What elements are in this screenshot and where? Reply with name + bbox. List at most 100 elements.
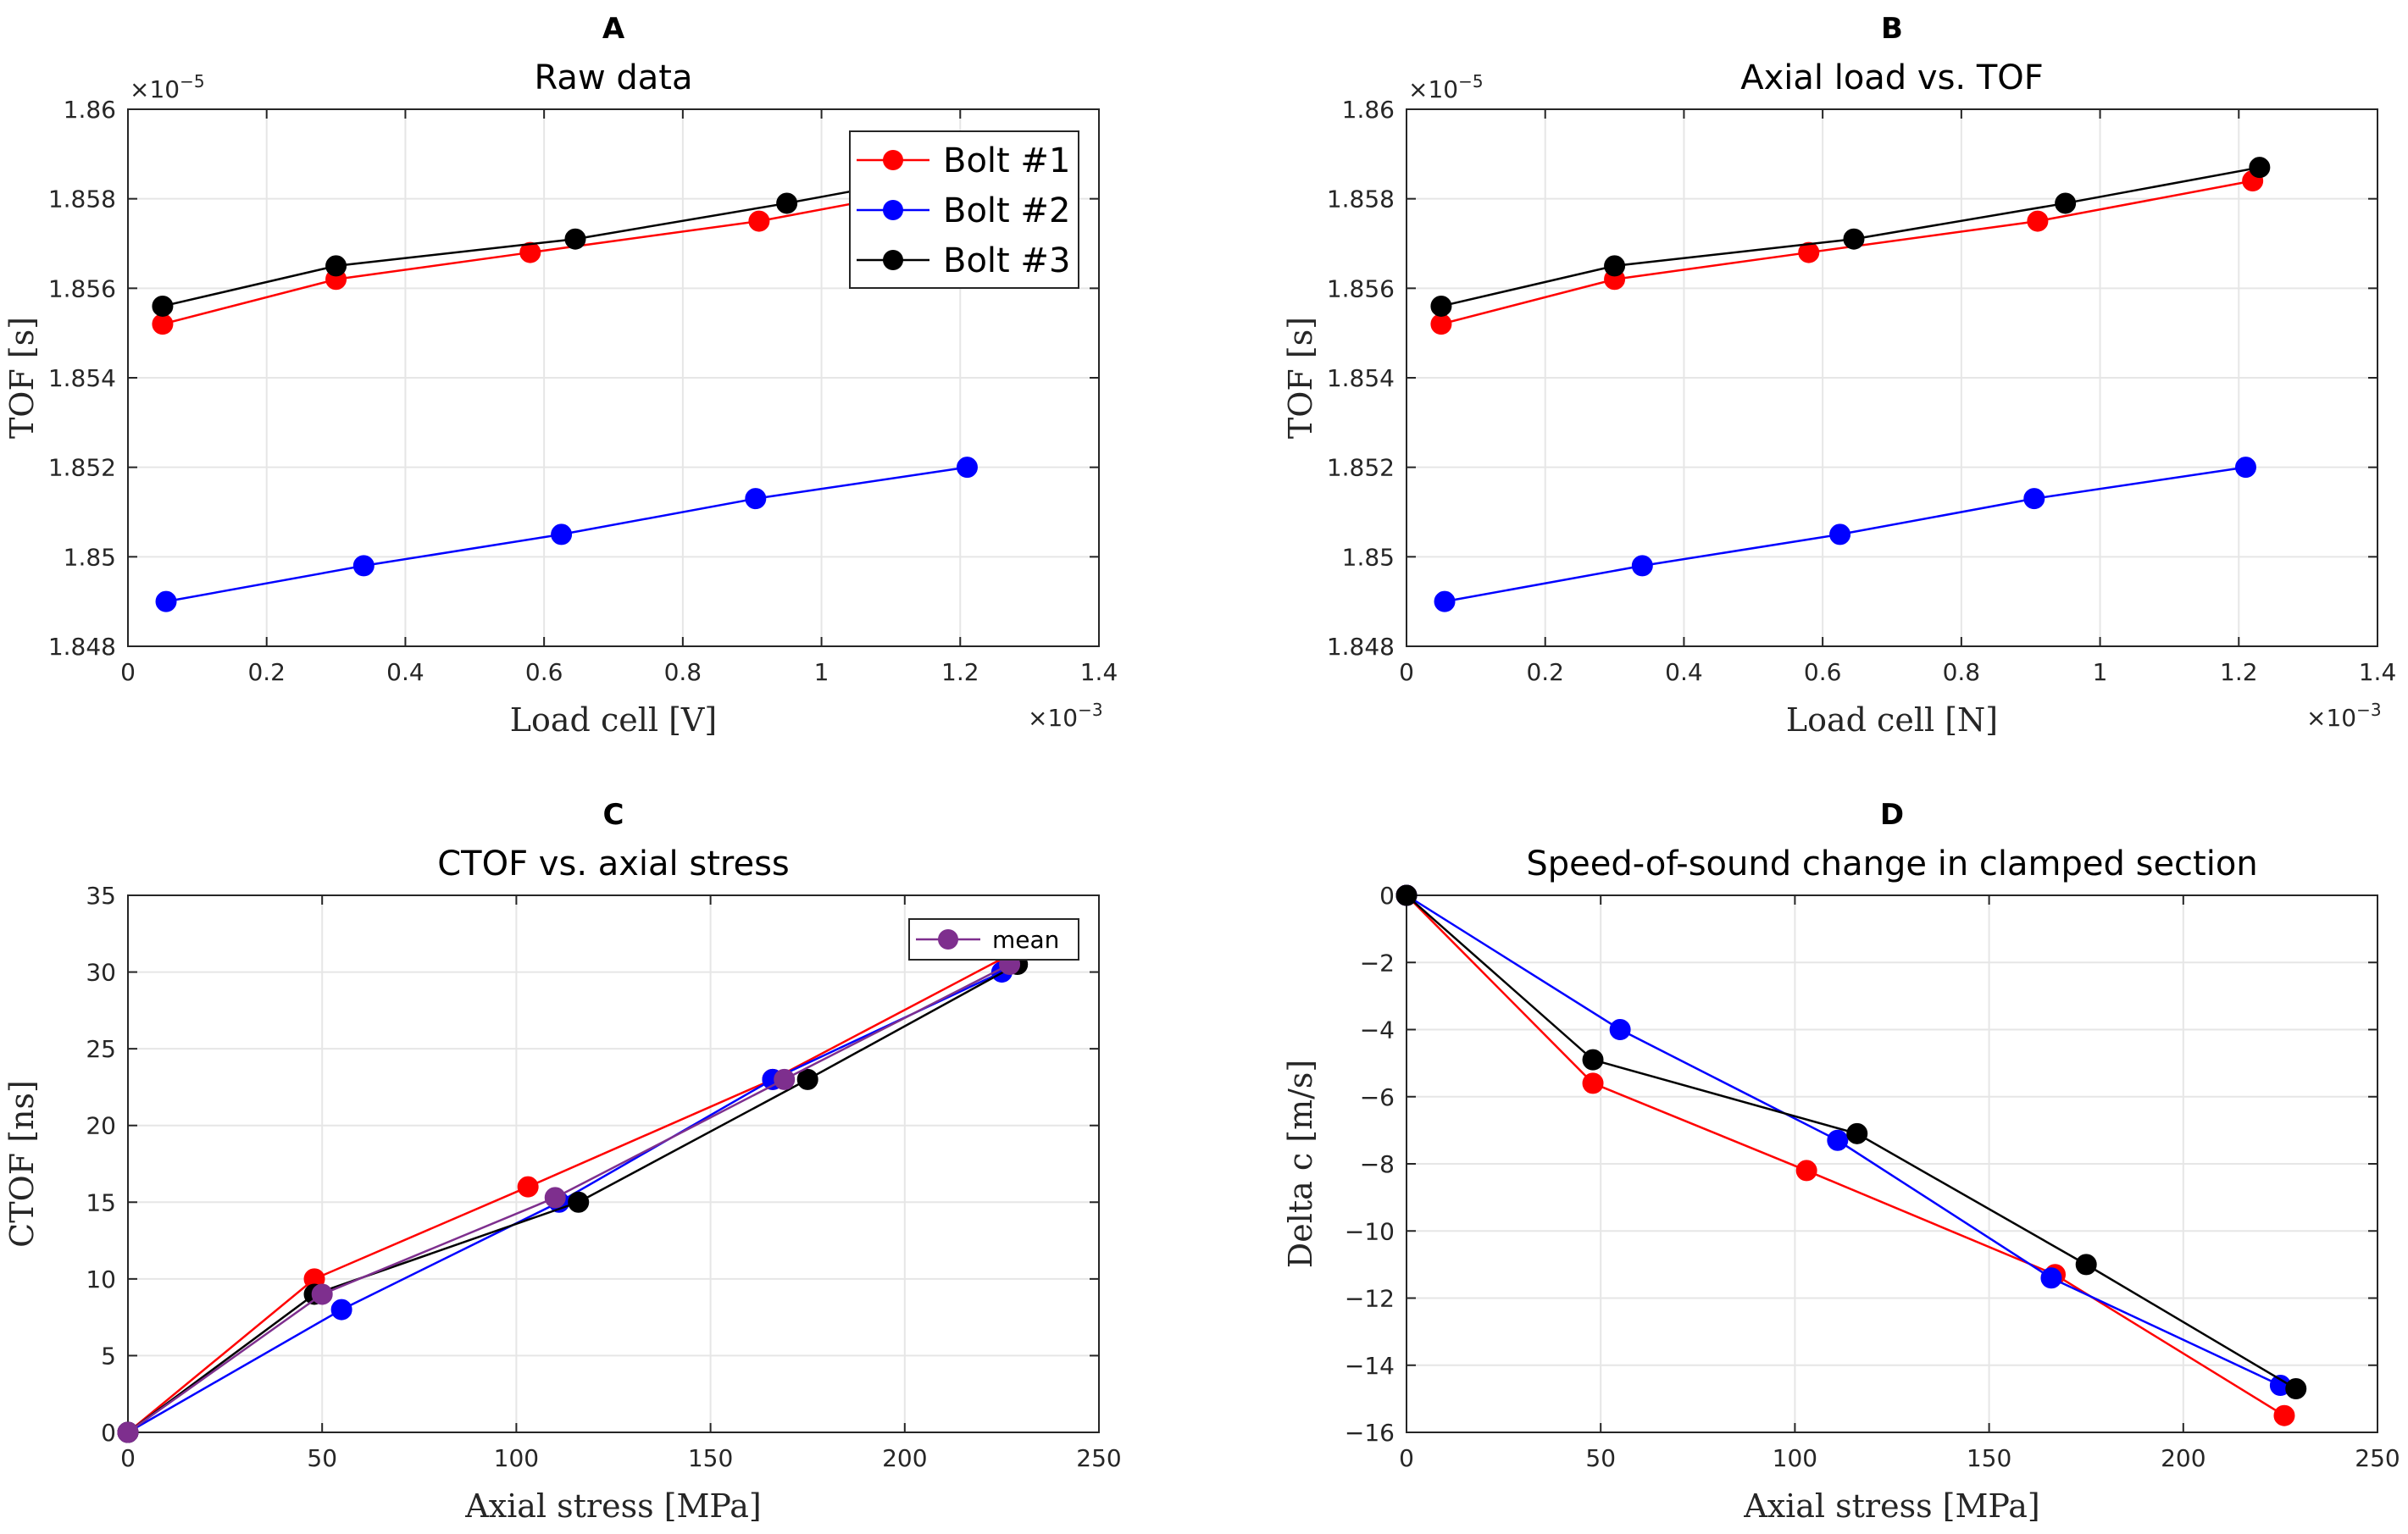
y-tick-label: 1.86 [1342, 96, 1395, 124]
x-tick-label: 0.4 [386, 658, 424, 686]
legend-label: Bolt #3 [943, 241, 1070, 280]
panel-d: 0 50 100 150 200 250 −16 −14 −12 −10 −8 −6 −4 −2 0 Axia… [1282, 798, 2400, 1525]
y-tick-label: 0 [101, 1419, 116, 1447]
x-axis-label: Axial stress [MPa] [1743, 1487, 2040, 1525]
series-0-point-2 [519, 241, 541, 263]
panel-letter: B [1881, 12, 1903, 46]
x-tick-label: 100 [494, 1444, 539, 1472]
series-2-point-2 [1843, 228, 1865, 250]
x-tick-label: 0 [1399, 1444, 1414, 1472]
y-tick-label: 1.86 [64, 96, 116, 124]
legend-marker-2 [883, 250, 903, 270]
x-multiplier: ×10 [2306, 704, 2356, 732]
series-3-point-2 [544, 1187, 566, 1209]
chart-title: Speed-of-sound change in clamped section [1526, 845, 2257, 883]
y-exponent: −5 [180, 71, 204, 91]
x-exponent-label: ×10−3 [2306, 700, 2382, 732]
x-axis-label: Load cell [N] [1786, 701, 1998, 739]
x-tick-label: 200 [2161, 1444, 2205, 1472]
x-tick-label: 0 [120, 658, 136, 686]
x-tick-label: 250 [2355, 1444, 2400, 1472]
y-axis-label: CTOF [ns] [3, 1080, 41, 1248]
x-multiplier: ×10 [1028, 704, 1078, 732]
series-1-point-1 [330, 1299, 352, 1321]
series-1-point-3 [2040, 1267, 2062, 1289]
chart-title: Raw data [535, 58, 693, 97]
series-2-point-3 [2055, 192, 2077, 214]
y-tick-label: −2 [1360, 949, 1395, 977]
y-tick-label: 20 [86, 1112, 116, 1140]
y-exponent-label: ×10−5 [130, 71, 205, 103]
y-tick-label: 1.852 [48, 454, 116, 482]
x-tick-label: 1.2 [941, 658, 979, 686]
series-0-point-0 [152, 313, 174, 335]
panel-letter: C [603, 798, 624, 832]
series-0-point-3 [748, 210, 770, 232]
series-2-point-1 [1582, 1049, 1604, 1071]
x-tick-label: 1.4 [2359, 658, 2397, 686]
x-tick-label: 1.4 [1080, 658, 1118, 686]
y-tick-label: −10 [1345, 1217, 1395, 1245]
x-exponent: −3 [1078, 700, 1102, 720]
y-multiplier: ×10 [130, 75, 180, 103]
x-tick-label: 0.8 [1943, 658, 1981, 686]
y-tick-label: −16 [1345, 1419, 1395, 1447]
y-tick-label: 1.85 [1342, 543, 1395, 571]
y-tick-label: 1.858 [1327, 186, 1395, 213]
y-tick-label: 1.85 [64, 543, 116, 571]
legend-label: Bolt #2 [943, 191, 1070, 230]
series-0-point-2 [1798, 241, 1820, 263]
x-tick-label: 0.8 [664, 658, 702, 686]
series-3-point-0 [117, 1421, 139, 1443]
y-tick-label: 1.858 [48, 186, 116, 213]
panel-a: 0 0.2 0.4 0.6 0.8 1 1.2 1.4 1.848 1.85 1.852 1.854 1… [3, 12, 1118, 739]
x-exponent-label: ×10−3 [1028, 700, 1103, 732]
chart-title: CTOF vs. axial stress [437, 845, 790, 883]
x-axis-label: Axial stress [MPa] [464, 1487, 762, 1525]
series-1-point-4 [956, 457, 978, 479]
y-tick-label: 25 [86, 1035, 116, 1063]
y-tick-label: 1.854 [1327, 364, 1395, 392]
y-tick-label: 5 [101, 1342, 116, 1370]
series-2-point-3 [776, 192, 798, 214]
panel-b: 0 0.2 0.4 0.6 0.8 1 1.2 1.4 1.848 1.85 1.852 1.854 1… [1282, 12, 2396, 739]
series-2-point-4 [2249, 157, 2271, 179]
series-1-point-4 [2234, 457, 2256, 479]
x-tick-label: 0.6 [525, 658, 563, 686]
y-tick-label: −12 [1345, 1285, 1395, 1313]
series-2-point-3 [796, 1068, 818, 1090]
plot-area [128, 895, 1099, 1432]
y-tick-label: 1.848 [48, 633, 116, 661]
y-tick-label: −8 [1360, 1150, 1395, 1178]
x-tick-label: 1 [2093, 658, 2108, 686]
series-1-point-1 [1609, 1019, 1631, 1040]
series-1-point-3 [2023, 488, 2045, 510]
legend-label: Bolt #1 [943, 141, 1070, 180]
x-tick-label: 0.2 [1526, 658, 1564, 686]
y-multiplier: ×10 [1408, 75, 1458, 103]
legend-label: mean [992, 926, 1059, 954]
x-exponent: −3 [2356, 700, 2381, 720]
legend-marker-3 [938, 929, 958, 950]
series-2-point-3 [2075, 1254, 2097, 1276]
x-tick-label: 250 [1076, 1444, 1121, 1472]
x-tick-label: 50 [307, 1444, 337, 1472]
y-tick-label: −14 [1345, 1352, 1395, 1380]
y-tick-label: 30 [86, 959, 116, 987]
x-tick-label: 150 [1967, 1444, 2011, 1472]
series-1-point-1 [352, 555, 375, 577]
y-tick-label: 1.854 [48, 364, 116, 392]
series-2-point-1 [1604, 255, 1626, 277]
series-0-point-3 [2027, 210, 2049, 232]
y-tick-label: 1.856 [48, 274, 116, 302]
series-1-point-3 [745, 488, 767, 510]
y-tick-label: 35 [86, 882, 116, 910]
y-exponent-label: ×10−5 [1408, 71, 1484, 103]
series-1-point-2 [551, 523, 573, 545]
legend-marker-0 [883, 150, 903, 170]
series-2-point-0 [152, 295, 174, 317]
series-2-point-2 [568, 1191, 590, 1213]
panel-letter: A [602, 12, 625, 46]
legend-marker-1 [883, 200, 903, 220]
